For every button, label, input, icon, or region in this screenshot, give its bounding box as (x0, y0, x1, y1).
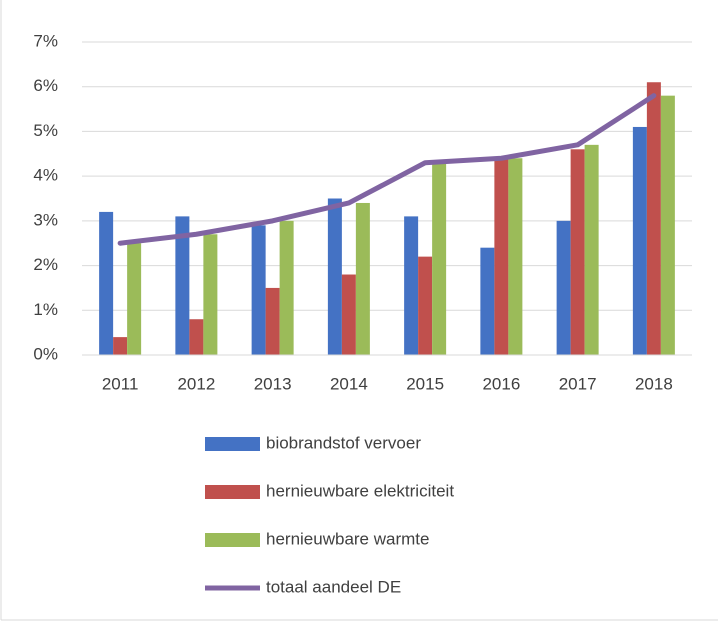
x-tick-label: 2011 (102, 374, 139, 393)
bar (189, 319, 204, 355)
legend-swatch (205, 437, 260, 451)
legend-label: biobrandstof vervoer (266, 433, 421, 452)
bar (508, 158, 523, 355)
legend-swatch (205, 533, 260, 547)
x-tick-label: 2012 (177, 374, 215, 393)
bar (99, 211, 114, 355)
x-tick-label: 2016 (482, 374, 520, 393)
bar (494, 158, 509, 355)
bar (404, 216, 419, 355)
bar (203, 234, 218, 355)
y-tick-label: 2% (33, 255, 58, 274)
y-tick-label: 1% (33, 300, 58, 319)
legend-label: hernieuwbare warmte (266, 529, 429, 548)
bar (584, 144, 599, 355)
x-tick-label: 2017 (559, 374, 597, 393)
bar (556, 220, 571, 355)
x-tick-label: 2018 (635, 374, 673, 393)
x-tick-label: 2014 (330, 374, 368, 393)
bar (418, 256, 433, 355)
x-tick-label: 2015 (406, 374, 444, 393)
y-tick-label: 3% (33, 210, 58, 229)
legend-swatch (205, 485, 260, 499)
legend-label: hernieuwbare elektriciteit (266, 481, 454, 500)
bar (355, 202, 370, 355)
bar (113, 337, 128, 355)
bar (480, 247, 495, 355)
bar (632, 126, 647, 355)
bar (341, 274, 356, 355)
bar (127, 243, 142, 355)
x-tick-label: 2013 (254, 374, 292, 393)
line (117, 93, 657, 246)
bar (279, 220, 294, 355)
bar (265, 287, 280, 355)
bar (251, 225, 266, 355)
bar (570, 149, 585, 355)
bar (327, 198, 342, 355)
y-tick-label: 4% (33, 166, 58, 185)
y-tick-label: 0% (33, 344, 58, 363)
y-tick-label: 6% (33, 76, 58, 95)
bar (660, 95, 675, 356)
y-tick-label: 5% (33, 121, 58, 140)
bar (646, 82, 661, 355)
legend-label: totaal aandeel DE (266, 577, 401, 596)
bar (175, 216, 190, 355)
y-tick-label: 7% (33, 31, 58, 50)
bar (432, 162, 447, 355)
